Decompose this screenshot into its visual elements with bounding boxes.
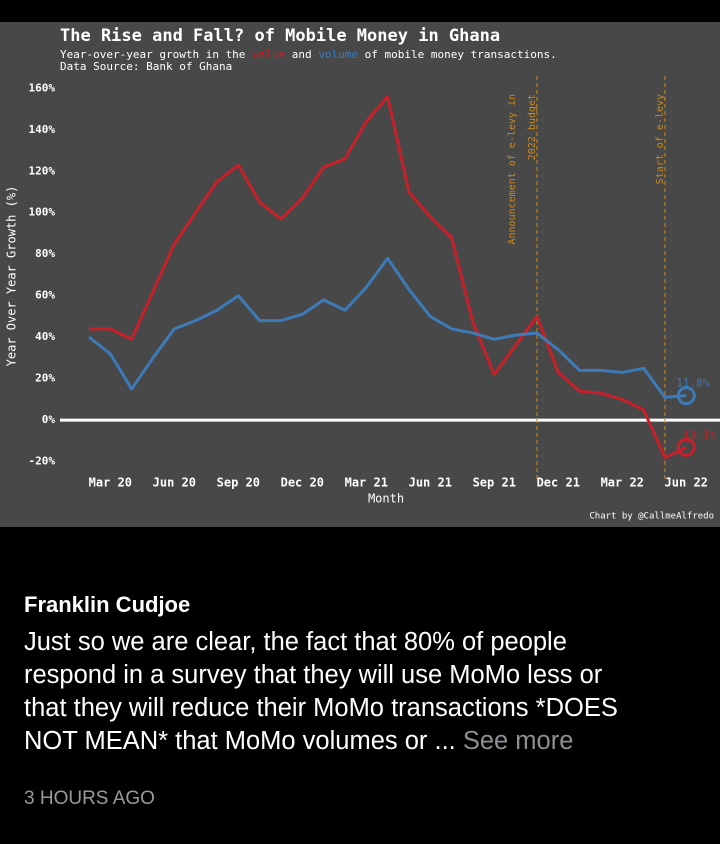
post-line: Just so we are clear, the fact that 80% … bbox=[24, 628, 567, 656]
event-annotation: Announcement of e-levy in bbox=[507, 94, 518, 245]
chart-source: Data Source: Bank of Ghana bbox=[60, 60, 232, 73]
subtitle-part: and bbox=[285, 48, 318, 61]
series-line bbox=[88, 256, 687, 399]
y-tick-label: 80% bbox=[35, 247, 55, 260]
y-tick-label: 0% bbox=[42, 413, 56, 426]
post-time: 3 HOURS AGO bbox=[24, 788, 155, 809]
subtitle-part: Year-over-year growth in the bbox=[60, 48, 252, 61]
post-body: Just so we are clear, the fact that 80% … bbox=[24, 626, 618, 758]
y-tick-label: 20% bbox=[35, 372, 55, 385]
x-tick-label: Sep 20 bbox=[217, 476, 260, 490]
end-marker bbox=[676, 386, 696, 406]
x-tick-label: Sep 21 bbox=[473, 476, 516, 490]
chart-title: The Rise and Fall? of Mobile Money in Gh… bbox=[60, 26, 500, 46]
x-tick-label: Dec 20 bbox=[281, 476, 324, 490]
series-line bbox=[89, 95, 687, 459]
x-tick-label: Jun 20 bbox=[153, 476, 196, 490]
event-annotation: 2022 budget bbox=[527, 94, 538, 160]
x-tick-label: Mar 21 bbox=[345, 476, 388, 490]
x-tick-label: Mar 20 bbox=[89, 476, 132, 490]
y-tick-label: 140% bbox=[29, 123, 56, 136]
y-tick-label: 100% bbox=[29, 206, 56, 219]
x-tick-label: Dec 21 bbox=[537, 476, 580, 490]
x-tick-label: Jun 21 bbox=[409, 476, 452, 490]
y-tick-label: 120% bbox=[29, 164, 56, 177]
value-label: -13.1% bbox=[676, 428, 716, 441]
y-tick-label: 160% bbox=[29, 81, 56, 94]
chart-subtitle: Year-over-year growth in the value and v… bbox=[60, 48, 557, 61]
x-tick-label: Mar 22 bbox=[601, 476, 644, 490]
chart-background bbox=[0, 22, 720, 527]
y-axis-label: Year Over Year Growth (%) bbox=[5, 186, 19, 367]
value-label: 11.8% bbox=[676, 377, 709, 390]
subtitle-part: value bbox=[252, 48, 285, 61]
x-axis-label: Month bbox=[368, 492, 404, 506]
y-tick-label: -20% bbox=[29, 455, 56, 468]
event-annotation: Start of e-levy bbox=[655, 94, 666, 184]
y-tick-label: 40% bbox=[35, 330, 55, 343]
end-marker bbox=[676, 437, 696, 457]
x-tick-label: Jun 22 bbox=[665, 476, 708, 490]
subtitle-part: volume bbox=[318, 48, 358, 61]
see-more[interactable]: See more bbox=[462, 727, 574, 755]
post-line: that they will reduce their MoMo transac… bbox=[24, 694, 618, 722]
post-line: respond in a survey that they will use M… bbox=[24, 661, 603, 689]
chart: The Rise and Fall? of Mobile Money in Gh… bbox=[0, 22, 720, 527]
post-line: NOT MEAN* that MoMo volumes or ... See m… bbox=[24, 727, 574, 755]
subtitle-part: of mobile money transactions. bbox=[358, 48, 557, 61]
post-author[interactable]: Franklin Cudjoe bbox=[24, 592, 191, 617]
y-tick-label: 60% bbox=[35, 289, 55, 302]
chart-credit: Chart by @CallmeAlfredo bbox=[589, 512, 714, 522]
